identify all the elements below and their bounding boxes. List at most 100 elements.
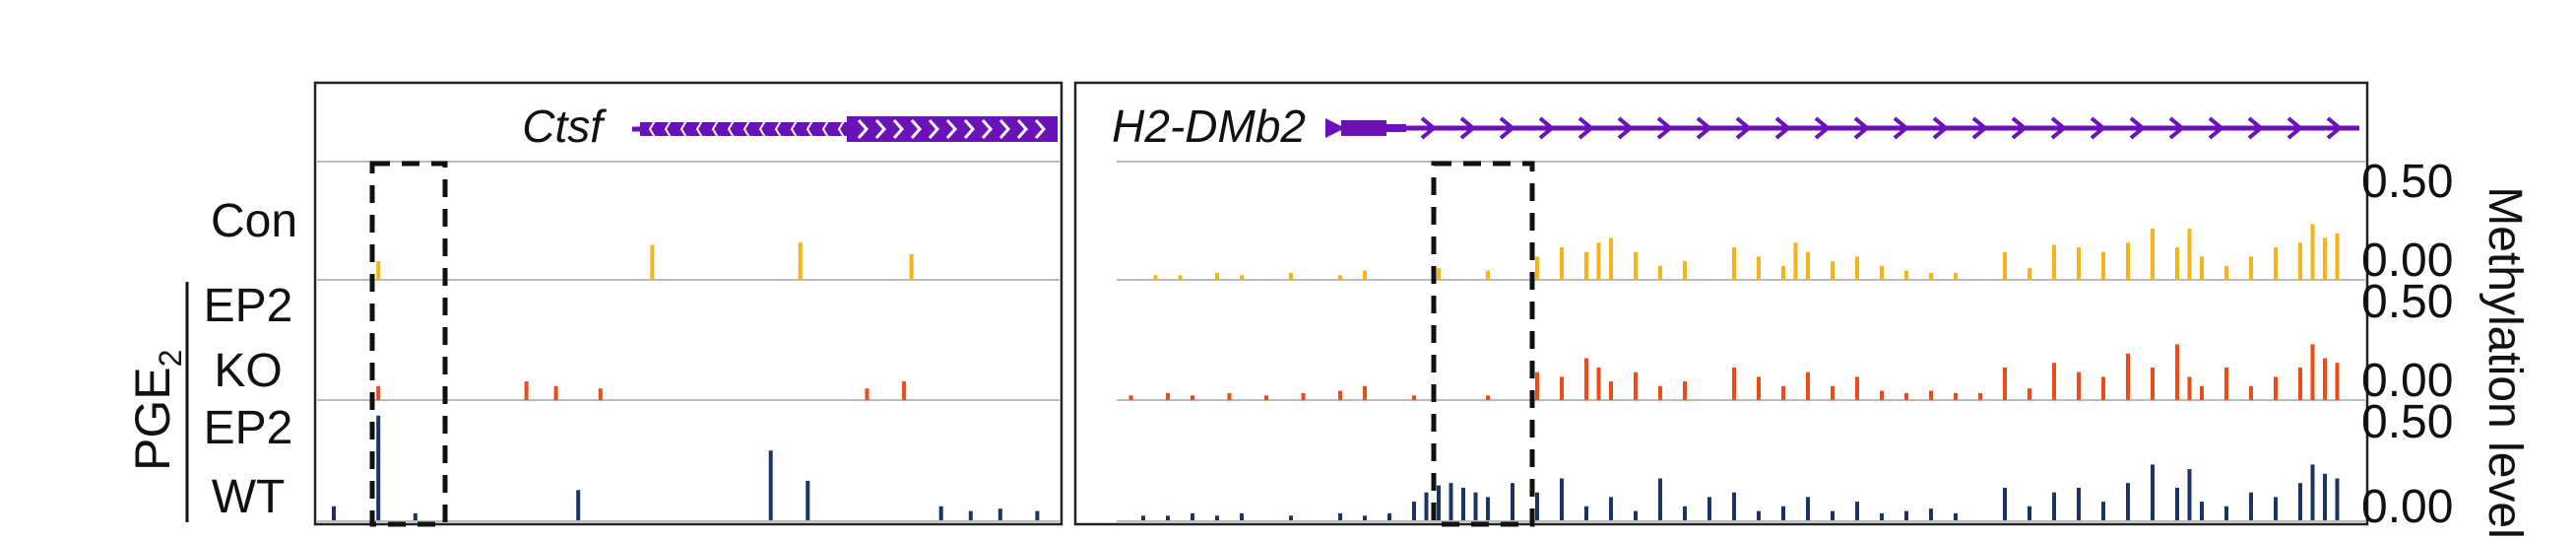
bar-ko-right-2 (1191, 395, 1194, 400)
bar-ko-right-16 (1658, 385, 1662, 400)
bar-wt-right-9 (1412, 502, 1416, 520)
tick-con-hi: 0.50 (2361, 156, 2453, 208)
gene-label-ctsf: Ctsf (522, 101, 607, 152)
bar-ko-right-30 (2028, 388, 2031, 400)
bar-con-right-18 (1757, 256, 1761, 280)
h2-strand-arrow-0 (1420, 116, 1438, 140)
methylation-bars (332, 224, 2340, 520)
bar-wt-right-12 (1449, 483, 1453, 520)
left-panel-frame (313, 81, 1063, 526)
ctsf-arrow-b0 (857, 119, 869, 139)
bar-ko-right-20 (1781, 385, 1785, 400)
ctsf-arrow-b9 (1016, 119, 1029, 139)
bar-wt-right-37 (2052, 492, 2056, 520)
bar-ko-right-15 (1634, 371, 1638, 400)
ctsf-arrow-a0 (648, 118, 657, 140)
bar-ko-left-4 (865, 388, 869, 400)
bar-con-left-0 (376, 261, 381, 280)
bar-con-right-26 (1929, 272, 1933, 280)
ctsf-arrow-a11 (821, 118, 830, 140)
bar-wt-right-46 (2249, 492, 2253, 520)
bar-con-right-44 (2335, 233, 2340, 280)
h2-start-arrow (1325, 118, 1345, 138)
track-baselines (317, 161, 2365, 522)
bar-ko-right-23 (1855, 376, 1859, 400)
bar-ko-right-3 (1227, 392, 1232, 400)
bar-ko-right-45 (2335, 363, 2340, 400)
h2-strand-arrow-2 (1499, 116, 1516, 140)
ctsf-arrow-b10 (1034, 119, 1047, 139)
h2-strand-arrow-6 (1656, 116, 1674, 140)
bar-wt-right-24 (1707, 497, 1711, 520)
row-label-wt-line1: EP2 (204, 402, 293, 454)
h2-strand-arrow-22 (2286, 116, 2304, 140)
bar-wt-right-23 (1683, 506, 1687, 520)
bar-con-right-43 (2323, 237, 2327, 280)
bar-ko-right-5 (1301, 392, 1306, 400)
ctsf-arrow-a12 (837, 118, 846, 140)
bar-ko-right-26 (1929, 390, 1933, 400)
gene-model-h2-dmb2 (1325, 116, 2359, 140)
bar-wt-right-11 (1437, 485, 1441, 520)
highlight-box-ctsf (369, 161, 448, 527)
h2-strand-arrow-20 (2208, 116, 2225, 140)
ctsf-arrow-a9 (790, 118, 799, 140)
ctsf-arrow-a6 (742, 118, 751, 140)
ctsf-arrow-a10 (805, 118, 814, 140)
bar-ko-left-3 (598, 388, 603, 400)
bar-con-right-6 (1363, 270, 1367, 280)
bar-wt-left-9 (1035, 510, 1040, 520)
ctsf-arrow-a3 (695, 118, 704, 140)
bar-con-right-32 (2101, 251, 2105, 280)
bar-ko-right-9 (1486, 395, 1490, 400)
bar-wt-left-5 (805, 480, 810, 520)
gene-model-ctsf (632, 116, 1058, 142)
bar-con-right-38 (2224, 265, 2228, 280)
h2-exon-2 (1386, 124, 1406, 132)
h2-strand-arrow-11 (1853, 116, 1871, 140)
bar-ko-left-1 (524, 381, 529, 400)
bar-ko-right-36 (2175, 344, 2179, 400)
bar-wt-right-20 (1609, 497, 1613, 520)
bar-con-right-25 (1904, 270, 1908, 280)
bar-ko-right-11 (1560, 376, 1564, 400)
bar-wt-left-8 (998, 508, 1002, 520)
bar-con-right-12 (1596, 242, 1601, 280)
h2-strand-arrow-21 (2247, 116, 2265, 140)
bar-wt-right-19 (1584, 506, 1588, 520)
bar-wt-right-15 (1486, 497, 1490, 520)
bar-ko-right-44 (2323, 358, 2327, 400)
bar-ko-right-13 (1596, 368, 1601, 400)
row-label-con: Con (211, 195, 297, 247)
bar-con-right-9 (1535, 256, 1539, 280)
ctsf-arrow-b6 (963, 119, 976, 139)
axis-title: Methylation level (2479, 186, 2531, 539)
bar-con-right-15 (1658, 265, 1662, 280)
bar-wt-right-41 (2151, 464, 2155, 520)
h2-strand-arrow-23 (2326, 116, 2344, 140)
bar-wt-left-7 (968, 510, 973, 520)
bar-con-right-17 (1732, 247, 1736, 280)
ctsf-arrow-b1 (874, 119, 887, 139)
bar-con-right-30 (2052, 244, 2056, 280)
bar-ko-right-31 (2052, 363, 2056, 400)
ctsf-arrow-a5 (727, 118, 736, 140)
bar-ko-right-14 (1609, 381, 1613, 400)
bar-ko-right-32 (2077, 371, 2081, 400)
bar-wt-right-43 (2187, 469, 2192, 520)
ctsf-arrow-a1 (664, 118, 673, 140)
bar-wt-right-21 (1634, 510, 1638, 520)
bar-ko-right-17 (1683, 381, 1687, 400)
bar-con-right-34 (2151, 229, 2155, 280)
bar-ko-right-25 (1904, 392, 1908, 400)
h2-strand-arrow-16 (2050, 116, 2068, 140)
bar-wt-right-45 (2224, 506, 2228, 520)
bar-ko-right-43 (2310, 344, 2315, 400)
bar-con-right-0 (1153, 275, 1158, 280)
bar-ko-right-33 (2101, 376, 2105, 400)
bar-wt-right-48 (2298, 483, 2302, 520)
bar-ko-right-38 (2200, 385, 2204, 400)
bar-ko-right-10 (1535, 371, 1539, 400)
ctsf-arrow-a2 (679, 118, 688, 140)
